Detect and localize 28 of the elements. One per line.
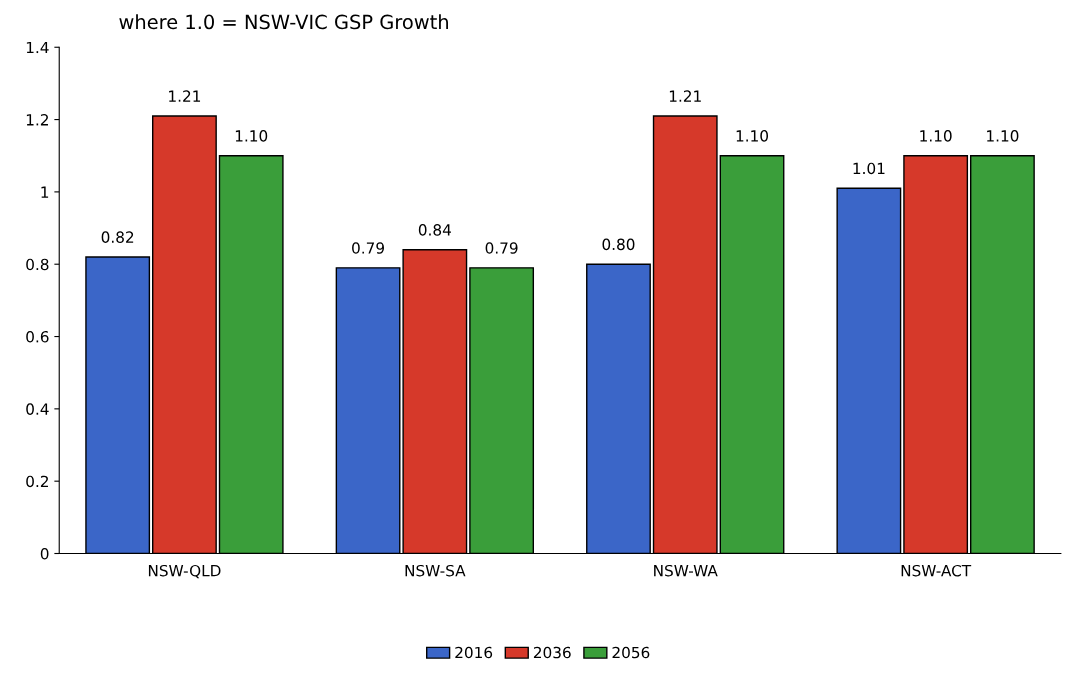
legend-label: 2016 bbox=[455, 646, 493, 659]
data-label: 0.79 bbox=[485, 242, 518, 254]
x-tick-label: NSW-ACT bbox=[901, 564, 972, 577]
data-label: 1.01 bbox=[853, 162, 885, 175]
y-tick-label: 1.2 bbox=[26, 114, 48, 126]
y-tick-label: 1 bbox=[41, 186, 49, 198]
data-label: 1.10 bbox=[987, 130, 1019, 142]
y-tick-label: 0 bbox=[40, 547, 49, 560]
data-label: 1.21 bbox=[669, 90, 701, 102]
data-label: 0.82 bbox=[101, 231, 134, 243]
data-label: 1.10 bbox=[920, 130, 952, 142]
data-label: 1.21 bbox=[169, 90, 201, 102]
x-tick-label: NSW-QLD bbox=[148, 564, 221, 579]
y-tick-label: 0.2 bbox=[26, 475, 48, 488]
data-label: 0.79 bbox=[352, 242, 384, 254]
y-tick-label: 1.4 bbox=[26, 41, 49, 54]
legend-label: 2056 bbox=[612, 646, 650, 659]
y-tick-label: 0.6 bbox=[26, 331, 49, 343]
data-label: 0.80 bbox=[602, 238, 635, 251]
x-tick-label: NSW-SA bbox=[405, 564, 466, 577]
y-tick-label: 0.4 bbox=[26, 403, 49, 415]
chart-title: where 1.0 = NSW-VIC GSP Growth bbox=[119, 14, 448, 30]
data-label: 1.10 bbox=[736, 130, 769, 142]
x-tick-label: NSW-WA bbox=[654, 564, 718, 577]
data-label: 0.84 bbox=[418, 224, 451, 236]
y-tick-label: 0.8 bbox=[26, 258, 49, 271]
data-label: 1.10 bbox=[235, 130, 268, 142]
legend-label: 2036 bbox=[533, 646, 571, 659]
